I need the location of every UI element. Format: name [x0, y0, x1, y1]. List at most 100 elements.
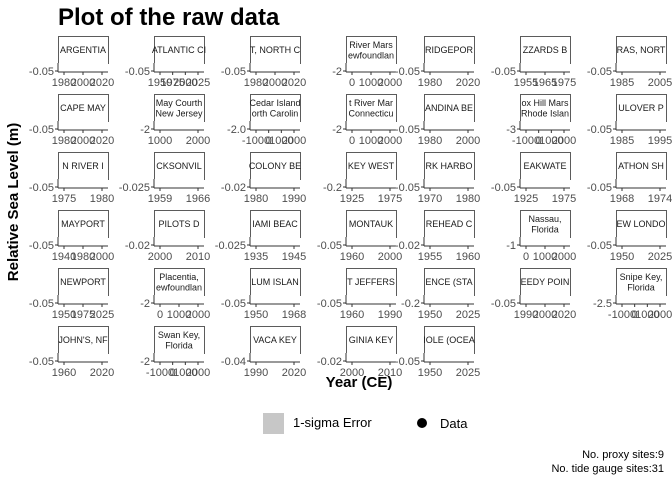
facet-strip [250, 210, 301, 238]
facet-strip-label: RIDGEPOR [425, 45, 474, 55]
y-axis-title: Relative Sea Level (m) [5, 123, 22, 281]
x-tick-label: 1980 [244, 77, 268, 89]
x-tick-label: 1950 [418, 367, 442, 379]
y-tick-label: -0.05 [29, 182, 54, 194]
facet-strip-label: New Jersey [155, 108, 203, 118]
x-tick-label: 2000 [71, 135, 95, 147]
facet-strip-label: VACA KEY [253, 335, 297, 345]
x-tick-label: 2000 [186, 367, 210, 379]
y-tick-label: -0.05 [29, 240, 54, 252]
facet-strip [346, 36, 397, 64]
facet-strip-label: t River Mar [349, 98, 393, 108]
facet-strip-label: River Mars [349, 40, 393, 50]
facet-plot-area [58, 179, 108, 188]
x-tick-label: 1955 [418, 251, 442, 263]
facet-plot-area [424, 179, 474, 188]
x-tick-label: 2020 [90, 135, 114, 147]
x-tick-label: -1000 [146, 367, 174, 379]
x-tick-label: 1990 [514, 309, 538, 321]
x-tick-label: 1980 [418, 135, 442, 147]
x-tick-label: 1990 [378, 309, 402, 321]
x-tick-label: 2000 [90, 251, 114, 263]
x-tick-label: 1935 [244, 251, 268, 263]
facet-plot-area [250, 121, 300, 130]
y-tick-label: -0.2 [323, 182, 342, 194]
chart-title: Plot of the raw data [58, 4, 280, 31]
facet-strip [616, 94, 667, 122]
y-tick-label: -0.05 [587, 66, 612, 78]
facet-strip [346, 94, 397, 122]
caption-proxy-sites: No. proxy sites:9 [582, 449, 664, 461]
facet-strip-label: ANDINA BE [425, 103, 473, 113]
facet-strip-label: May Courth [156, 98, 203, 108]
facet-plot-area [58, 121, 108, 130]
y-tick-label: -0.05 [587, 124, 612, 136]
y-tick-label: -0.02 [221, 182, 246, 194]
legend: 1-sigma Error Data [263, 413, 468, 434]
x-tick-label: 2000 [378, 77, 402, 89]
x-tick-label: 1965 [533, 77, 557, 89]
x-tick-label: 2010 [186, 251, 210, 263]
x-tick-label: 2005 [648, 77, 672, 89]
x-tick-label: 2000 [71, 77, 95, 89]
facet-plot-area [250, 237, 300, 246]
facet-plot-area [346, 121, 396, 130]
x-tick-label: 1960 [456, 251, 480, 263]
x-tick-label: 2000 [186, 309, 210, 321]
x-tick-label: 2020 [282, 77, 306, 89]
facet-strip-label: RK HARBO [425, 161, 472, 171]
x-tick-label: 1990 [244, 367, 268, 379]
facet-strip-label: ox Hill Mars [521, 98, 569, 108]
y-tick-label: -0.05 [587, 182, 612, 194]
facet-plot-area [520, 237, 570, 246]
facet-plot-area [616, 121, 666, 130]
facet-strip [154, 268, 205, 296]
facet-strip [520, 94, 571, 122]
x-tick-label: 1995 [648, 135, 672, 147]
facet-strip [424, 152, 475, 180]
x-tick-label: 1945 [282, 251, 306, 263]
facet-plot-area [250, 353, 300, 362]
y-tick-label: -0.05 [221, 298, 246, 310]
x-tick-label: 0 [349, 135, 355, 147]
legend-key-ribbon [263, 413, 284, 434]
facet-strip-label: orth Carolin [252, 108, 299, 118]
x-tick-label: 2010 [378, 367, 402, 379]
facet-plot-area [58, 63, 108, 72]
facet-strip [58, 326, 109, 354]
facet-strip-label: EW LONDO [616, 219, 665, 229]
x-tick-label: 0 [157, 309, 163, 321]
facet-strip-label: Placentia, [159, 272, 199, 282]
y-tick-label: -2.5 [593, 298, 612, 310]
facet-strip [58, 210, 109, 238]
y-tick-label: -0.04 [221, 356, 246, 368]
x-tick-label: 2000 [186, 135, 210, 147]
x-tick-label: 0 [632, 309, 638, 321]
facet-plot-area [424, 237, 474, 246]
y-tick-label: -2 [332, 66, 342, 78]
x-tick-label: 2000 [282, 135, 306, 147]
facet-strip [424, 94, 475, 122]
x-tick-label: 2000 [263, 77, 287, 89]
facet-plot-area [424, 63, 474, 72]
x-tick-label: 2000 [552, 135, 576, 147]
x-tick-label: -1000 [608, 309, 636, 321]
x-tick-label: 1000 [148, 135, 172, 147]
facet-strip [154, 36, 205, 64]
y-tick-label: -0.025 [119, 182, 150, 194]
facet-strip [424, 210, 475, 238]
